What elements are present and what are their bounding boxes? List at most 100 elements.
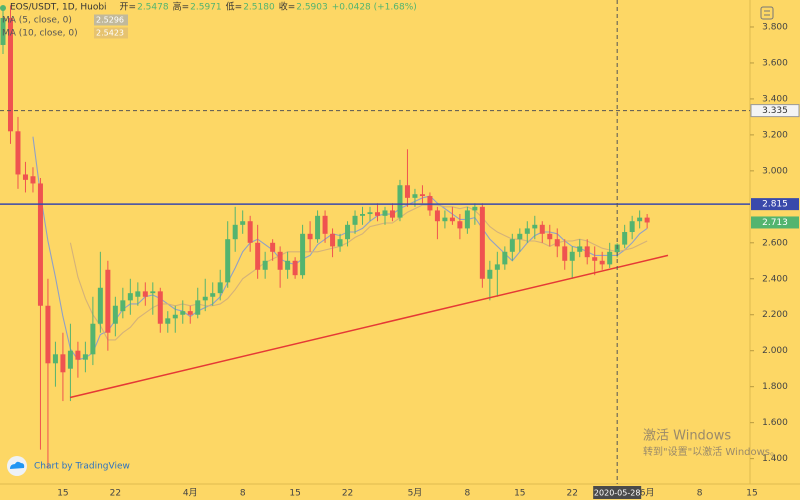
indicator-value: 2.5423 xyxy=(96,29,124,38)
candle-body xyxy=(629,221,635,233)
candle-body xyxy=(67,350,73,369)
candle-body xyxy=(330,233,336,247)
candle-body xyxy=(210,293,216,297)
candle-body xyxy=(52,354,58,364)
indicator-value-box xyxy=(94,27,128,39)
y-tick-label: 1.600 xyxy=(762,418,788,428)
candle-body xyxy=(172,314,178,319)
candle-body xyxy=(457,221,463,229)
y-tick-label: 2.400 xyxy=(762,274,788,284)
x-tick-label: 15 xyxy=(746,489,757,499)
candle-body xyxy=(165,318,171,324)
x-tick-label: 15 xyxy=(57,489,68,499)
candle-body xyxy=(120,300,126,312)
candle-body xyxy=(487,269,493,279)
candle-body xyxy=(105,269,111,333)
y-tick-label: 1.400 xyxy=(762,454,788,464)
candle-body xyxy=(157,291,163,324)
candle-body xyxy=(262,260,268,270)
candle-body xyxy=(135,291,141,297)
candle-body xyxy=(15,131,21,175)
x-tick-label: 8 xyxy=(465,489,471,499)
candle-body xyxy=(22,174,28,180)
candle-body xyxy=(60,354,66,373)
x-tick-label: 15 xyxy=(289,489,300,499)
candle-body xyxy=(292,260,298,276)
candle-body xyxy=(97,287,103,324)
ohlc-value: 2.5478 xyxy=(137,3,169,13)
status-dot xyxy=(0,5,6,11)
ohlc-value: 2.5903 xyxy=(296,3,328,13)
candle-body xyxy=(547,233,553,240)
ohlc-value: 2.5180 xyxy=(243,3,275,13)
x-tick-label: 22 xyxy=(110,489,121,499)
trendline xyxy=(69,254,669,399)
candle-body xyxy=(592,257,598,261)
candle-body xyxy=(37,183,43,306)
y-tick-label: 3.200 xyxy=(762,130,788,140)
candle-body xyxy=(554,239,560,247)
y-tick-label: 2.000 xyxy=(762,346,788,356)
candle-body xyxy=(622,232,628,245)
candle-body xyxy=(472,206,478,211)
x-tick-label: 8 xyxy=(240,489,246,499)
ma-line xyxy=(69,204,648,341)
candle-body xyxy=(142,291,148,297)
indicator-value-box xyxy=(94,14,128,26)
brand-text[interactable]: Chart by TradingView xyxy=(34,462,130,472)
candle-body xyxy=(494,264,500,270)
candle-body xyxy=(277,251,283,270)
ohlc-label: 收= xyxy=(279,1,296,13)
candle-body xyxy=(300,233,306,276)
candle-body xyxy=(442,217,448,222)
candle-body xyxy=(419,194,425,197)
candle-body xyxy=(30,176,36,184)
candle-body xyxy=(75,350,81,360)
price-label: 2.815 xyxy=(762,200,788,210)
candle-body xyxy=(82,354,88,360)
candle-body xyxy=(307,233,313,240)
indicator-name: MA (5, close, 0) xyxy=(2,16,72,26)
candle-body xyxy=(367,212,373,215)
candle-body xyxy=(637,217,643,222)
ohlc-label: 高= xyxy=(173,1,190,13)
candle-body xyxy=(562,246,568,261)
candle-body xyxy=(90,323,96,355)
y-tick-label: 3.800 xyxy=(762,22,788,32)
candle-body xyxy=(449,217,455,222)
candle-body xyxy=(584,246,590,258)
candle-body xyxy=(255,242,261,270)
candle-body xyxy=(195,300,201,315)
candle-body xyxy=(345,224,351,240)
candle-body xyxy=(524,228,530,234)
settings-icon[interactable] xyxy=(760,6,774,20)
candle-body xyxy=(232,224,238,240)
candle-body xyxy=(7,17,13,132)
candle-body xyxy=(240,221,246,225)
indicator-value: 2.5296 xyxy=(96,16,124,25)
candle-body xyxy=(0,17,6,45)
candle-body xyxy=(45,305,51,364)
ohlc-label: 开= xyxy=(120,2,137,13)
candle-body xyxy=(427,196,433,211)
candle-body xyxy=(187,311,193,315)
candle-body xyxy=(270,242,276,252)
candle-body xyxy=(225,239,231,283)
candle-body xyxy=(217,282,223,294)
crosshair-date-box xyxy=(593,486,642,499)
candle-body xyxy=(375,212,380,216)
price-label-box xyxy=(751,198,799,211)
crosshair-price-label: 3.335 xyxy=(762,106,788,116)
candle-body xyxy=(382,210,388,216)
candle-body xyxy=(127,293,133,301)
ohlc-value: 2.5971 xyxy=(190,3,222,13)
candle-body xyxy=(180,311,186,315)
brand-logo-cloud xyxy=(10,461,25,469)
watermark-text: 转到"设置"以激活 Windows。 xyxy=(643,445,780,458)
candle-body xyxy=(247,221,253,243)
x-tick-label: 22 xyxy=(567,489,578,499)
indicator-name: MA (10, close, 0) xyxy=(2,29,78,39)
